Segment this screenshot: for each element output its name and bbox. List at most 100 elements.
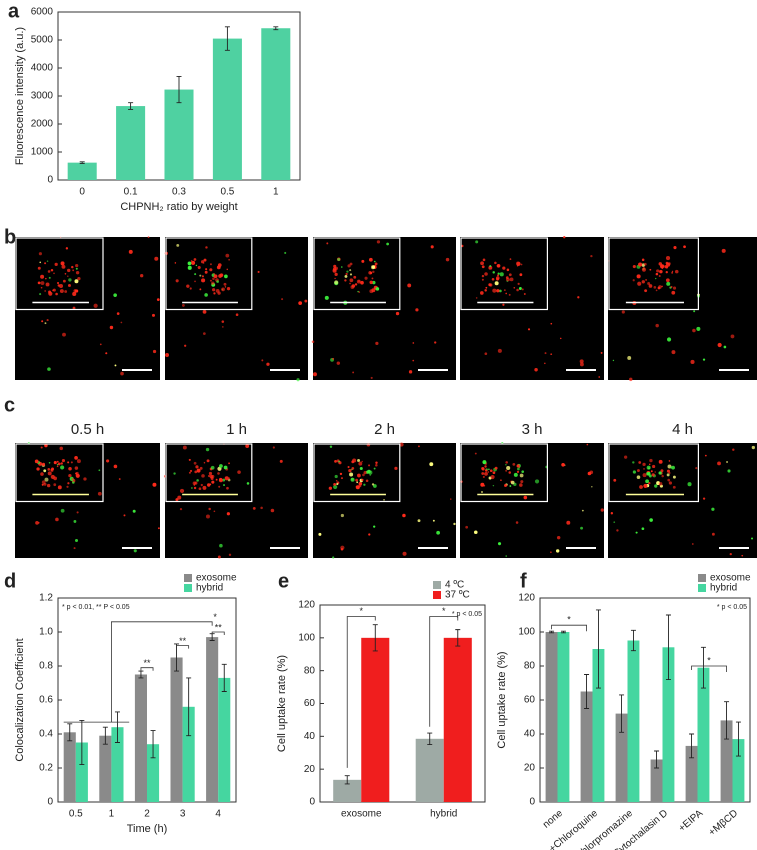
y-tick-label: 0 <box>47 797 53 808</box>
bar <box>615 713 628 802</box>
signal-dot <box>179 488 185 493</box>
signal-dot <box>497 272 500 275</box>
signal-dot <box>194 470 198 474</box>
y-tick-label: 0.6 <box>39 695 53 706</box>
bar <box>650 759 663 802</box>
signal-dot <box>502 303 505 306</box>
signal-dot <box>123 514 126 517</box>
signal-dot <box>34 459 39 464</box>
bar <box>170 657 183 802</box>
signal-dot <box>165 353 170 357</box>
signal-dot <box>54 262 58 267</box>
significance-bracket <box>346 616 376 768</box>
y-tick-label: 100 <box>298 632 315 643</box>
x-tick-label: 0.5 <box>220 187 234 198</box>
signal-dot <box>212 277 215 281</box>
signal-dot <box>505 461 508 464</box>
signal-dot <box>632 264 636 269</box>
signal-dot <box>201 474 205 478</box>
signal-dot <box>484 471 488 476</box>
signal-dot <box>187 261 192 266</box>
signal-dot <box>66 485 69 488</box>
significance-bracket <box>63 621 213 723</box>
signal-dot <box>643 468 645 470</box>
signal-dot <box>173 472 176 475</box>
bar <box>732 739 745 802</box>
inset-frame <box>460 443 549 503</box>
signal-dot <box>730 334 735 339</box>
micrograph <box>460 237 604 380</box>
signal-dot <box>51 467 55 471</box>
signal-dot <box>226 486 229 490</box>
signal-dot <box>358 280 360 283</box>
bar <box>67 162 97 180</box>
signal-dot <box>223 465 228 470</box>
signal-dot <box>48 276 51 279</box>
bar <box>134 674 147 802</box>
signal-dot <box>751 537 754 540</box>
signal-dot <box>349 282 351 285</box>
signal-dot <box>218 274 223 278</box>
error-bar <box>224 26 230 51</box>
signal-dot <box>56 465 59 468</box>
signal-dot <box>196 468 201 473</box>
signal-dot <box>480 482 485 487</box>
micrograph <box>608 443 757 558</box>
error-bar <box>221 663 227 692</box>
signal-dot <box>349 269 352 272</box>
signal-dot <box>704 454 707 457</box>
signal-dot <box>175 498 179 502</box>
bar <box>218 677 231 802</box>
signal-dot <box>368 533 371 536</box>
error-bar <box>549 630 555 634</box>
signal-dot <box>200 260 205 264</box>
signal-dot <box>374 262 378 266</box>
signal-dot <box>721 248 726 253</box>
inset-frame <box>165 237 253 311</box>
signal-dot <box>217 472 220 475</box>
signal-dot <box>496 289 500 293</box>
bar <box>261 28 291 180</box>
signal-dot <box>43 482 47 486</box>
signal-dot <box>656 269 660 273</box>
y-tick-label: 20 <box>304 764 316 775</box>
signal-dot <box>641 258 645 262</box>
signal-dot <box>648 481 651 485</box>
signal-dot <box>221 287 225 292</box>
signal-dot <box>509 277 514 282</box>
signal-dot <box>284 251 287 254</box>
signal-dot <box>434 341 437 344</box>
signal-dot <box>75 472 78 475</box>
signal-dot <box>370 265 376 270</box>
signal-dot <box>120 371 124 376</box>
signal-dot <box>48 291 53 296</box>
signal-dot <box>484 272 488 276</box>
signal-dot <box>217 555 221 559</box>
signal-dot <box>37 266 41 270</box>
signal-dot <box>369 474 371 476</box>
signal-dot <box>193 486 197 490</box>
y-axis-title: Fluorescence intensity (a.u.) <box>14 27 26 165</box>
signal-dot <box>203 461 206 464</box>
signal-dot <box>591 486 593 488</box>
significance-bracket <box>551 624 587 632</box>
signal-dot <box>245 444 250 448</box>
signal-dot <box>534 479 540 484</box>
signal-dot <box>191 260 196 265</box>
signal-dot <box>667 478 671 482</box>
legend-swatch <box>433 581 441 589</box>
signal-dot <box>193 461 197 465</box>
signal-dot <box>226 287 231 291</box>
signal-dot <box>638 262 643 267</box>
signal-dot <box>199 466 203 470</box>
signal-dot <box>40 472 44 476</box>
signal-dot <box>281 298 284 301</box>
signal-dot <box>45 277 47 280</box>
signal-dot <box>513 287 516 289</box>
error-bar <box>665 614 671 681</box>
signal-dot <box>36 467 40 471</box>
signal-dot <box>671 271 673 274</box>
signal-dot <box>219 477 223 482</box>
signal-dot <box>636 469 640 472</box>
